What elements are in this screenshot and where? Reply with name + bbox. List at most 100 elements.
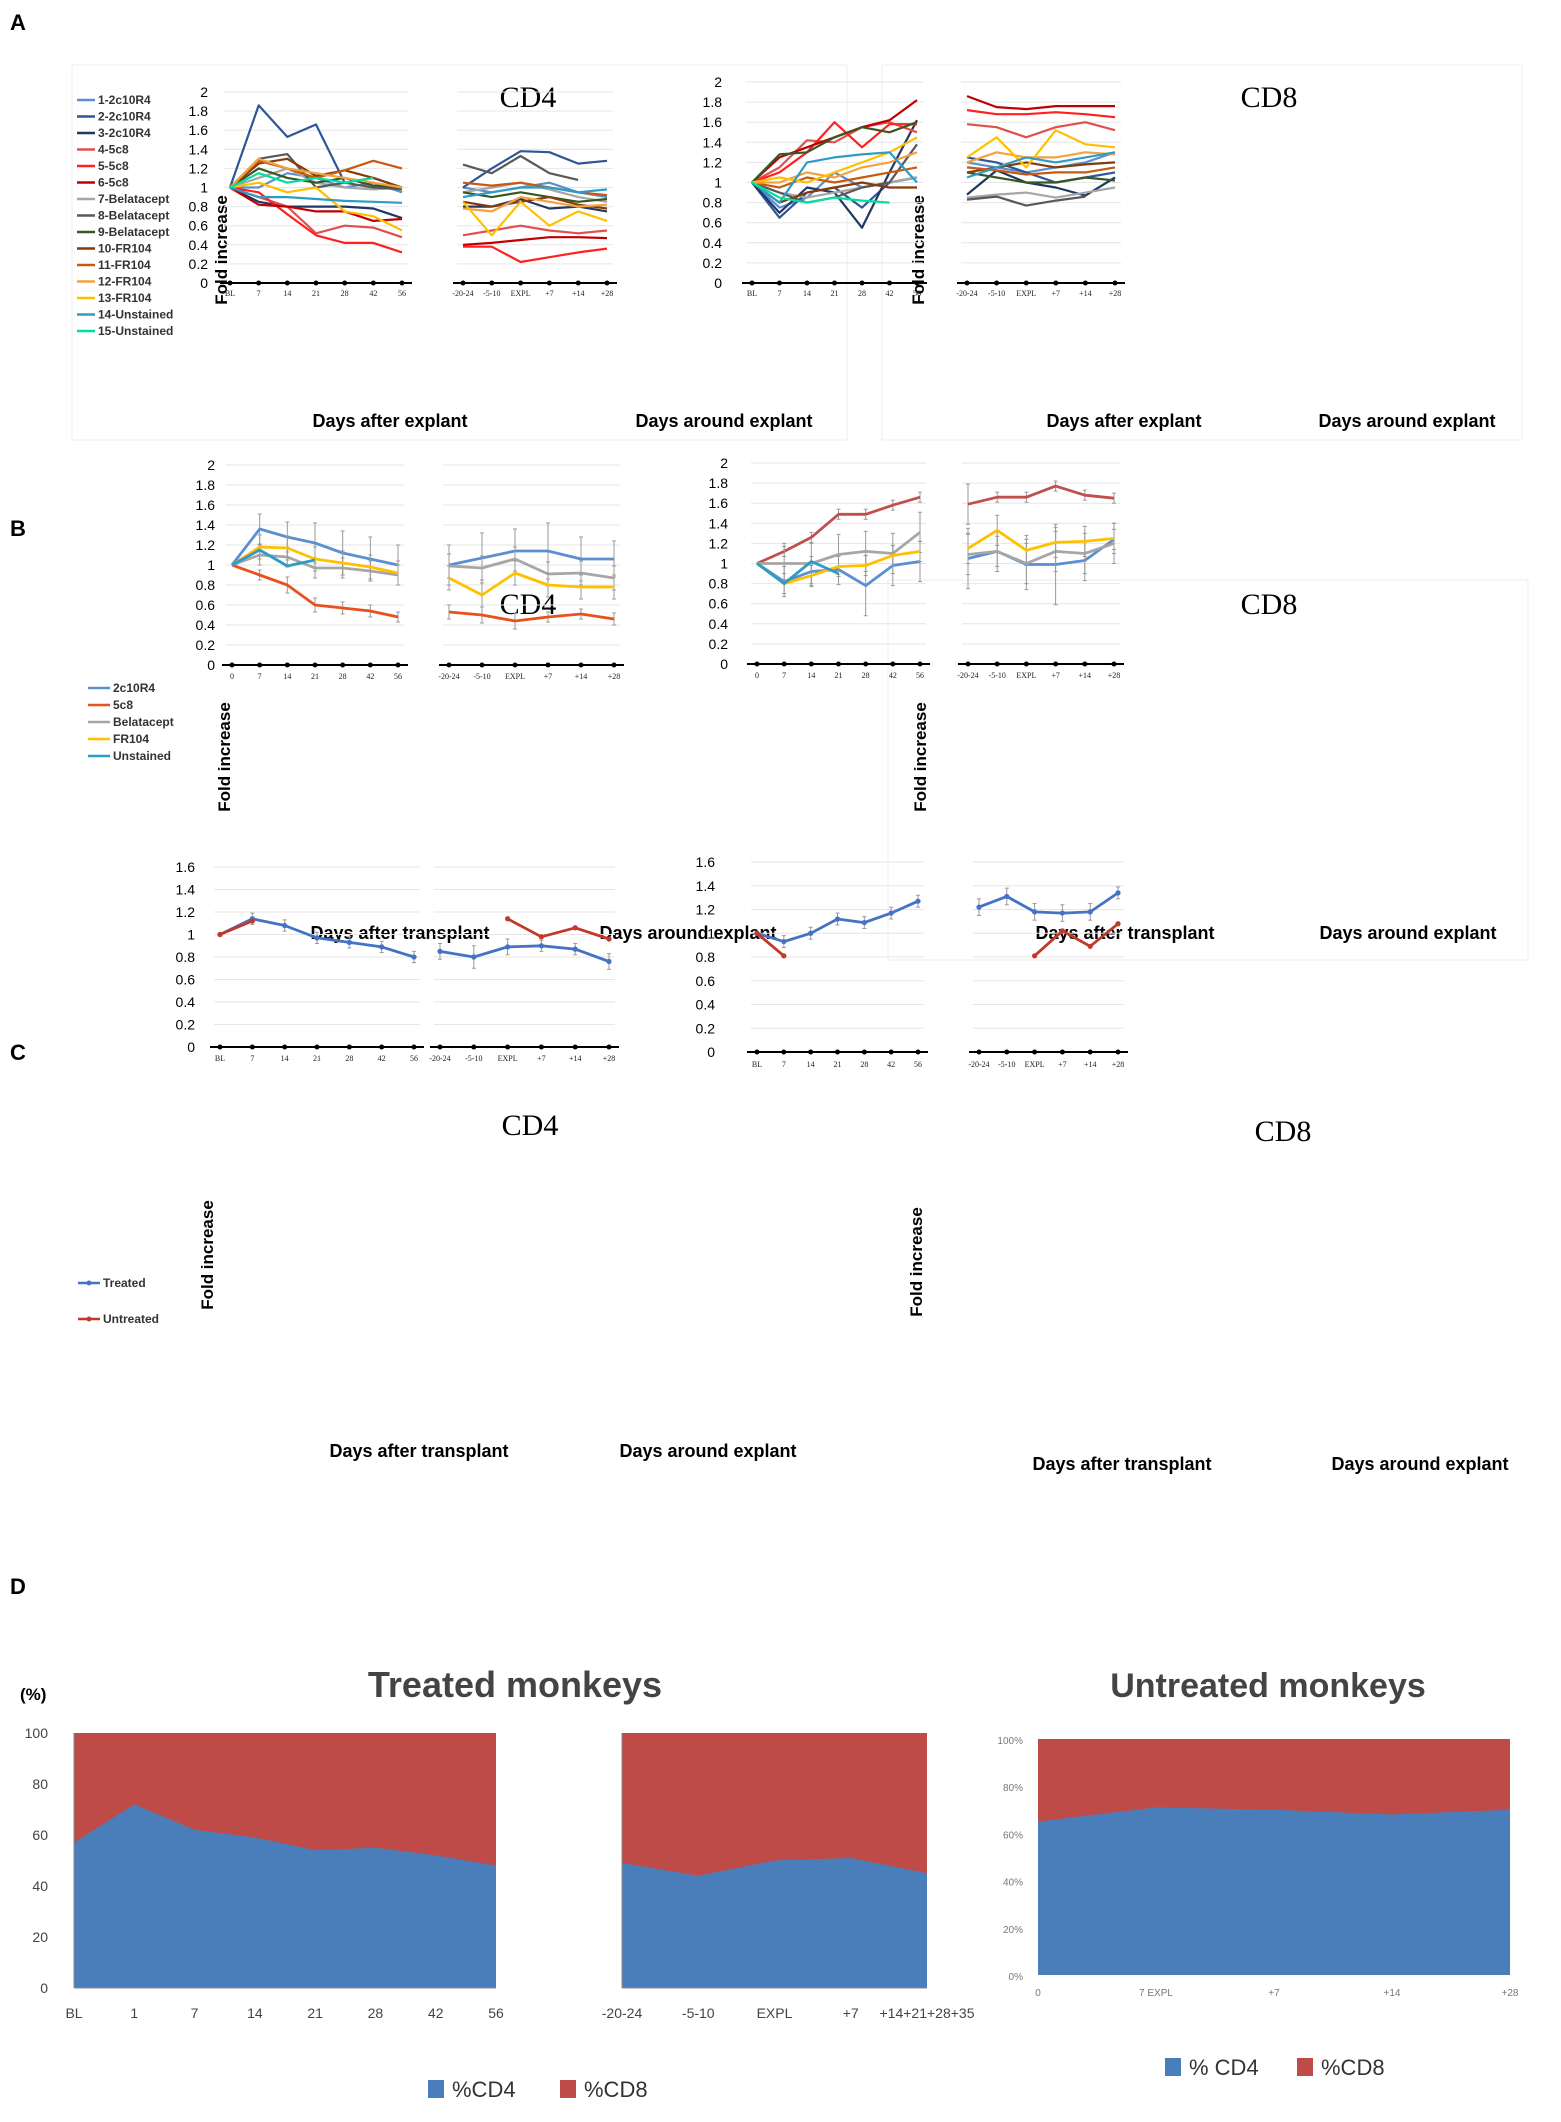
x-tick-label: 42 [378, 1054, 386, 1063]
y-tick-label: 1.8 [709, 475, 729, 491]
x-tick-label: +28 [608, 672, 621, 681]
series-line-12-FR104 [752, 151, 918, 184]
y-tick-label: 60% [1003, 1830, 1023, 1841]
y-tick-label: 0 [207, 657, 215, 673]
x-tick-label: 21 [307, 2005, 323, 2021]
x-axis-marker [249, 1044, 255, 1050]
x-axis-marker [217, 1044, 223, 1050]
x-axis-label: Days after transplant [1032, 1454, 1211, 1474]
legend-label: 9-Belatacept [98, 225, 169, 239]
series-line-5-5c8 [463, 245, 608, 264]
x-axis-marker [749, 280, 755, 286]
chart-b-cd8: CD8 Fold increase Days after transplant … [709, 455, 1497, 943]
x-axis-marker [256, 280, 262, 286]
x-tick-label: BL [65, 2005, 82, 2021]
series-line-12-FR104 [966, 151, 1116, 164]
x-tick-label: +28 [601, 289, 614, 298]
x-tick-label: 21 [311, 672, 319, 681]
x-axis-marker [915, 1049, 921, 1055]
y-tick-label: 0 [187, 1039, 195, 1055]
x-tick-label: 1 [130, 2005, 138, 2021]
y-tick-label: 1.6 [696, 854, 716, 870]
x-axis-marker [1053, 661, 1059, 667]
x-axis-label: Days around explant [1318, 411, 1495, 431]
x-axis-marker [965, 661, 971, 667]
x-tick-label: BL [747, 289, 757, 298]
data-point [1032, 909, 1038, 915]
series-line-Untreated [219, 919, 253, 936]
y-tick-label: 0.6 [696, 973, 716, 989]
series-line-9-Belatacept [751, 121, 918, 184]
x-tick-label: -20-24 [438, 672, 459, 681]
y-tick-label: 1.4 [189, 141, 209, 157]
y-tick-label: 20 [32, 1929, 48, 1945]
x-axis-marker [284, 662, 290, 668]
legend-label: 13-FR104 [98, 291, 152, 305]
y-tick-label: 40 [32, 1878, 48, 1894]
y-axis-label: Fold increase [198, 1200, 217, 1310]
x-tick-label: -5-10 [989, 671, 1006, 680]
y-tick-label: 60 [32, 1827, 48, 1843]
x-axis-marker [754, 1049, 760, 1055]
series-line-8-Belatacept [966, 195, 1086, 207]
y-tick-label: 2 [207, 457, 215, 473]
x-axis-marker [572, 1044, 578, 1050]
y-tick-label: 100 [25, 1725, 49, 1741]
x-tick-label: 56 [410, 1054, 418, 1063]
x-tick-label: -5-10 [988, 289, 1005, 298]
x-tick-label: 28 [368, 2005, 384, 2021]
y-tick-label: 0.4 [189, 237, 209, 253]
x-tick-label: 14 [283, 289, 291, 298]
y-tick-label: 1.6 [709, 495, 729, 511]
y-tick-label: 1 [720, 556, 728, 572]
y-tick-label: 1.8 [196, 477, 216, 493]
x-axis-marker [835, 1049, 840, 1055]
x-axis-marker [1111, 661, 1117, 667]
data-point [572, 925, 578, 931]
data-point [538, 934, 545, 940]
x-axis-marker [1032, 1049, 1038, 1055]
x-tick-label: -5-10 [682, 2005, 715, 2021]
y-tick-label: 1.2 [703, 154, 723, 170]
data-point [976, 904, 982, 910]
data-point [1115, 890, 1121, 896]
x-axis-marker [284, 280, 290, 286]
data-point [1004, 893, 1010, 900]
x-axis-marker [1053, 280, 1059, 286]
series-line-7-Belatacept [966, 186, 1116, 199]
y-tick-label: 1 [200, 180, 208, 196]
y-tick-label: 1 [714, 175, 722, 191]
chart-d-treated: Treated monkeys (%) 0 20 40 60 80 100 BL 1 7 14 21… [20, 1664, 975, 2021]
data-point [538, 943, 545, 949]
chart-title: CD4 [500, 81, 557, 114]
y-tick-label: 0 [714, 275, 722, 291]
legend-label: 5-5c8 [98, 159, 129, 173]
x-tick-label: 0 [1035, 1988, 1041, 1999]
legend-label: 10-FR104 [98, 242, 152, 256]
legend-b: 2c10R4 5c8 Belatacept FR104 Unstained [88, 681, 174, 763]
data-point [915, 898, 921, 904]
x-axis-marker [1115, 1049, 1121, 1055]
x-axis-marker [471, 1044, 477, 1050]
series-line-Treated [978, 891, 1119, 915]
y-tick-label: 0 [707, 1044, 715, 1060]
chart-title: CD8 [1255, 1115, 1312, 1148]
x-tick-label: 21 [834, 1060, 842, 1069]
x-axis-marker [1023, 661, 1029, 667]
series-line-6-5c8 [966, 95, 1115, 111]
legend-label: 14-Unstained [98, 308, 173, 322]
x-tick-label: 0 [230, 672, 234, 681]
series-line-14-Unstained [462, 186, 608, 199]
data-point [1115, 921, 1121, 927]
x-axis-label: Days after explant [1046, 411, 1201, 431]
series-line-15-Unstained [751, 181, 890, 204]
data-point [1059, 928, 1065, 934]
legend-swatch [428, 2080, 444, 2098]
legend-label: 2-2c10R4 [98, 110, 151, 124]
data-point [346, 939, 352, 945]
y-tick-label: 0.8 [709, 576, 729, 592]
x-tick-label: 7 [782, 1060, 786, 1069]
data-point [217, 931, 223, 938]
series-line-Treated [439, 944, 610, 963]
x-tick-label: 21 [835, 671, 843, 680]
